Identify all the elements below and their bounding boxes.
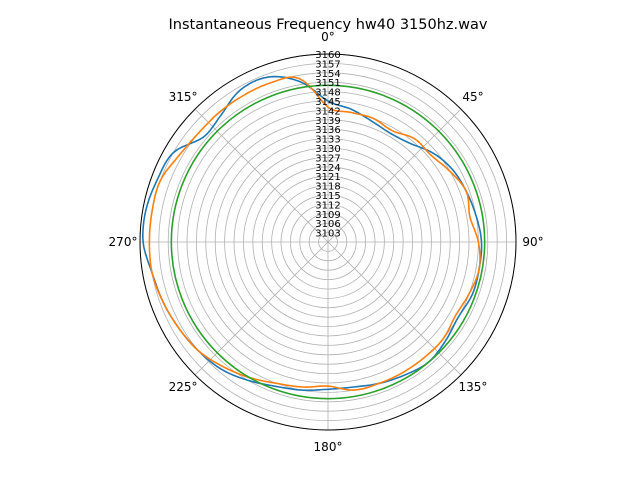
radial-tick-label: 3160	[315, 50, 340, 61]
radial-tick-label: 3112	[315, 200, 340, 211]
radial-tick-labels: 3103310631093112311531183121312431273130…	[315, 50, 340, 240]
radial-tick-label: 3118	[315, 182, 340, 193]
radial-tick-label: 3157	[315, 59, 340, 70]
angle-tick-label: 135°	[459, 380, 488, 394]
radial-tick-label: 3124	[315, 163, 340, 174]
angle-tick-labels: 0° 45° 90° 135° 180° 225° 270° 315°	[109, 30, 544, 454]
radial-tick-label: 3151	[315, 78, 340, 89]
angle-tick-label: 225°	[169, 380, 198, 394]
radial-tick-label: 3139	[315, 116, 340, 127]
angle-tick-label: 270°	[109, 235, 138, 249]
radial-tick-label: 3115	[315, 191, 340, 202]
radial-tick-label: 3127	[315, 153, 340, 164]
angular-grid-spoke	[194, 241, 329, 376]
series-line-1	[142, 75, 483, 392]
series-group	[142, 75, 486, 400]
series-line-3	[170, 84, 486, 400]
angle-tick-label: 45°	[462, 90, 483, 104]
series-line-2	[148, 76, 481, 391]
angle-tick-label: 315°	[169, 90, 198, 104]
chart-title: Instantaneous Frequency hw40 3150hz.wav	[169, 17, 488, 33]
angle-tick-label: 180°	[314, 440, 343, 454]
radial-tick-label: 3154	[315, 69, 340, 80]
polar-frame	[139, 53, 517, 431]
angular-grid-spoke	[327, 241, 462, 376]
radial-tick-label: 3133	[315, 135, 340, 146]
radial-tick-label: 3136	[315, 125, 340, 136]
radial-tick-label: 3145	[315, 97, 340, 108]
angle-tick-label: 0°	[321, 30, 335, 44]
radial-tick-label: 3121	[315, 172, 340, 183]
angular-grid-spoke	[327, 108, 462, 243]
radial-tick-label: 3130	[315, 144, 340, 155]
radial-tick-label: 3106	[315, 219, 340, 230]
radial-tick-label: 3103	[315, 229, 340, 240]
angular-grid-spoke	[194, 108, 329, 243]
radial-tick-label: 3109	[315, 210, 340, 221]
radial-tick-label: 3148	[315, 88, 340, 99]
radial-tick-label: 3142	[315, 106, 340, 117]
angle-tick-label: 90°	[522, 235, 543, 249]
